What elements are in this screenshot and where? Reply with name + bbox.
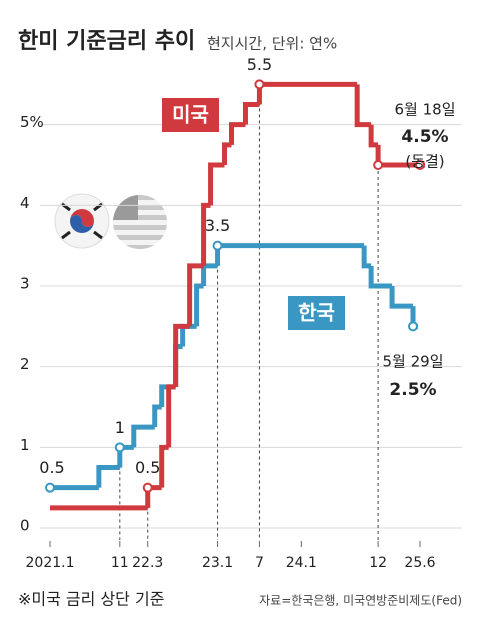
y-tick-label: 4: [20, 194, 30, 212]
step-line: [368, 124, 379, 148]
x-tick-label: 24.1: [286, 555, 317, 571]
step-line: [180, 323, 197, 347]
value-label: 1: [115, 418, 125, 437]
value-label: 0.5: [39, 458, 64, 477]
point-marker: [254, 79, 265, 90]
x-tick-label: 11: [111, 555, 129, 571]
step-line: [194, 283, 204, 327]
step-line: [166, 384, 176, 448]
y-tick-label: 0: [20, 517, 30, 535]
point-marker: [142, 482, 153, 493]
flags: [54, 193, 167, 249]
step-line: [242, 102, 260, 125]
step-line: [152, 404, 162, 428]
step-line: [354, 84, 372, 128]
y-tick-label: 2: [20, 355, 30, 373]
step-line: [222, 142, 232, 165]
step-line: [201, 202, 211, 266]
series-label: 미국: [172, 103, 209, 127]
step-line: [389, 286, 414, 309]
annotation: 6월 18일: [395, 101, 456, 119]
annotation: (동결): [405, 153, 444, 171]
point-marker: [114, 442, 125, 453]
step-line: [187, 263, 204, 327]
value-label: 0.5: [135, 458, 160, 477]
step-line: [368, 265, 393, 289]
step-line: [96, 465, 120, 488]
x-tick-label: 22.3: [132, 555, 163, 571]
y-tick-label: 5%: [20, 113, 44, 131]
step-line: [159, 444, 169, 488]
y-tick-label: 3: [20, 275, 30, 293]
x-tick-label: 2021.1: [26, 555, 75, 571]
point-marker: [45, 482, 55, 493]
point-marker: [408, 321, 419, 332]
annotation: 4.5%: [401, 127, 448, 147]
value-label: 5.5: [247, 55, 272, 74]
flag-taegeuk-blue: [70, 215, 94, 233]
value-label: 3.5: [205, 216, 230, 235]
step-line: [173, 323, 190, 387]
note: ※미국 금리 상단 기준: [18, 590, 164, 609]
point-marker: [373, 160, 384, 170]
step-line: [361, 245, 372, 269]
series-label: 한국: [298, 301, 335, 325]
flag-taegeuk-red: [70, 209, 94, 227]
source: 자료=한국은행, 미국연방준비제도(Fed): [259, 593, 462, 608]
series-label-box: [162, 98, 219, 132]
x-tick-label: 7: [255, 555, 264, 571]
step-line: [131, 424, 155, 448]
chart-title: 한미 기준금리 추이: [18, 29, 195, 54]
x-tick-label: 12: [369, 555, 387, 571]
step-line: [256, 81, 358, 105]
step-line: [201, 263, 218, 286]
annotation: 2.5%: [389, 380, 436, 400]
x-tick-label: 23.1: [202, 555, 233, 571]
step-line: [208, 162, 225, 206]
annotation: 5월 29일: [383, 353, 444, 371]
point-marker: [212, 240, 223, 251]
chart-subtitle: 현지시간, 단위: 연%: [207, 35, 337, 53]
point-marker: [415, 160, 425, 170]
step-line: [215, 243, 365, 266]
series-label-box: [288, 296, 345, 330]
step-line: [229, 122, 246, 145]
us-flag: [113, 195, 167, 249]
x-tick-label: 25.6: [404, 555, 435, 571]
y-tick-label: 1: [20, 436, 30, 454]
